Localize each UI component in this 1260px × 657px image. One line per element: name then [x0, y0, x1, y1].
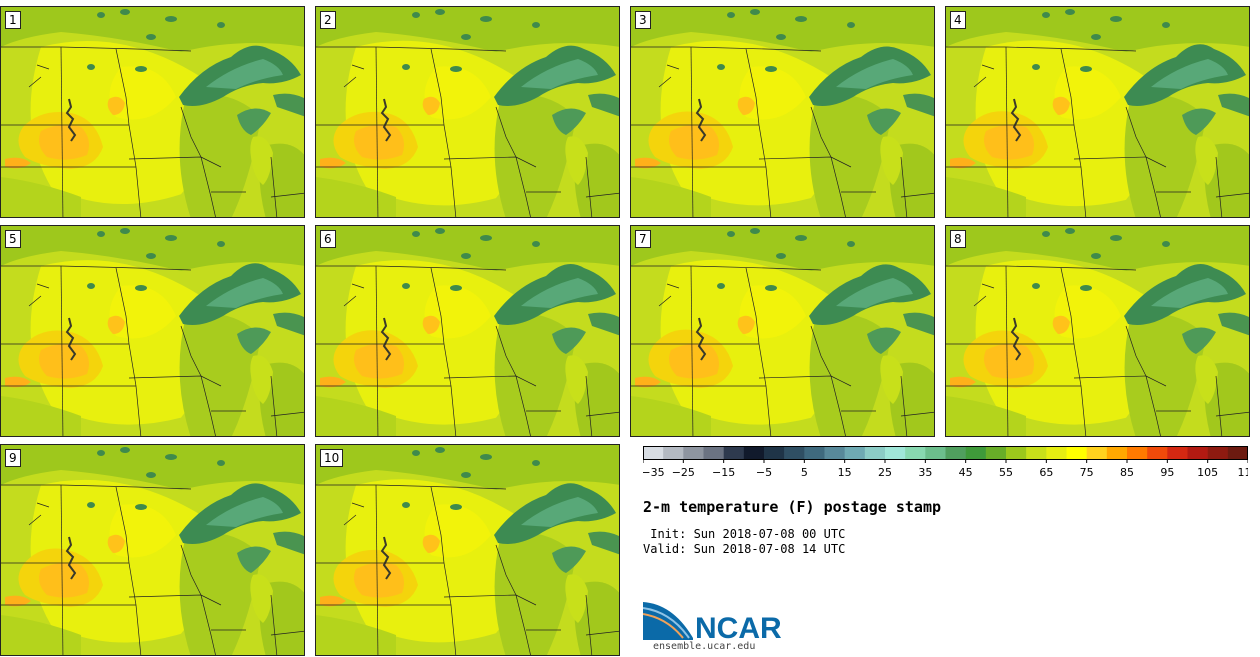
- temperature-map: [316, 445, 619, 655]
- colorbar-tick-label: 35: [918, 466, 932, 479]
- colorbar-swatch: [864, 446, 886, 460]
- map-panel-10: 10: [315, 444, 620, 656]
- map-panel-1: 1: [0, 6, 305, 218]
- temperature-map: [1, 7, 304, 217]
- map-panel-4: 4: [945, 6, 1250, 218]
- colorbar-swatch: [1066, 446, 1087, 460]
- ncar-logo: NCAR: [643, 602, 782, 645]
- colorbar-tick-label: 45: [959, 466, 973, 479]
- colorbar-swatch: [844, 446, 866, 460]
- temperature-map: [631, 7, 934, 217]
- colorbar-tick-label: 75: [1080, 466, 1094, 479]
- map-panel-7: 7: [630, 225, 935, 437]
- colorbar-tick-label: 15: [838, 466, 852, 479]
- colorbar-tick-label: −35: [643, 466, 665, 479]
- chart-title: 2-m temperature (F) postage stamp: [643, 498, 942, 516]
- ncar-wordmark: NCAR: [695, 612, 782, 645]
- colorbar-swatch: [703, 446, 724, 460]
- colorbar-swatch: [1187, 446, 1208, 460]
- panel-number: 1: [5, 11, 21, 29]
- colorbar-swatch: [1227, 446, 1248, 460]
- temperature-map: [1, 445, 304, 655]
- colorbar-swatch: [905, 446, 926, 460]
- colorbar-tick-label: 95: [1160, 466, 1174, 479]
- colorbar-swatch: [764, 446, 785, 460]
- colorbar-swatch: [743, 446, 765, 460]
- colorbar-swatch: [784, 446, 805, 460]
- colorbar-swatch: [1106, 446, 1128, 460]
- temperature-map: [631, 226, 934, 436]
- temperature-map: [946, 226, 1249, 436]
- panel-number: 10: [320, 449, 344, 467]
- map-panel-5: 5: [0, 225, 305, 437]
- panel-number: 4: [950, 11, 966, 29]
- colorbar-tick-label: −25: [672, 466, 695, 479]
- map-panel-8: 8: [945, 225, 1250, 437]
- panel-number: 8: [950, 230, 966, 248]
- init-time: Init: Sun 2018-07-08 00 UTC: [643, 527, 846, 541]
- colorbar-tick-label: −5: [756, 466, 772, 479]
- temperature-map: [316, 7, 619, 217]
- colorbar-swatch: [723, 446, 745, 460]
- colorbar-swatch: [1207, 446, 1229, 460]
- colorbar-swatch: [1026, 446, 1047, 460]
- colorbar-swatch: [985, 446, 1007, 460]
- temperature-map: [946, 7, 1249, 217]
- colorbar-swatch: [663, 446, 684, 460]
- panel-number: 3: [635, 11, 651, 29]
- map-panel-9: 9: [0, 444, 305, 656]
- colorbar-swatch: [965, 446, 987, 460]
- colorbar-swatch: [824, 446, 845, 460]
- colorbar-tick-label: 25: [878, 466, 892, 479]
- colorbar-swatch: [1127, 446, 1148, 460]
- colorbar-swatch: [925, 446, 946, 460]
- panel-number: 2: [320, 11, 336, 29]
- panel-number: 5: [5, 230, 21, 248]
- colorbar-tick-label: 105: [1197, 466, 1218, 479]
- panel-number: 7: [635, 230, 651, 248]
- colorbar-swatch: [1167, 446, 1188, 460]
- ensemble-url: ensemble.ucar.edu: [653, 641, 756, 652]
- valid-time: Valid: Sun 2018-07-08 14 UTC: [643, 542, 846, 556]
- panel-number: 9: [5, 449, 21, 467]
- map-panel-6: 6: [315, 225, 620, 437]
- colorbar-swatch: [1147, 446, 1168, 460]
- colorbar-swatch: [885, 446, 906, 460]
- map-panel-2: 2: [315, 6, 620, 218]
- colorbar-tick-label: 115: [1238, 466, 1249, 479]
- colorbar-tick-label: −15: [712, 466, 735, 479]
- colorbar-swatch: [1046, 446, 1067, 460]
- temperature-map: [1, 226, 304, 436]
- colorbar-swatch: [1086, 446, 1108, 460]
- colorbar-swatch: [683, 446, 704, 460]
- colorbar-tick-label: 5: [801, 466, 808, 479]
- colorbar-swatch: [945, 446, 966, 460]
- temperature-map: [316, 226, 619, 436]
- colorbar-swatch: [1006, 446, 1027, 460]
- colorbar-swatch: [643, 446, 664, 460]
- colorbar-tick-label: 55: [999, 466, 1013, 479]
- panel-number: 6: [320, 230, 336, 248]
- map-panel-3: 3: [630, 6, 935, 218]
- colorbar-tick-label: 65: [1039, 466, 1053, 479]
- temperature-colorbar: −35 −25 −15 −5 5 15 25 35 45 55 65 75 85 95 105 115: [643, 446, 1249, 479]
- colorbar-tick-label: 85: [1120, 466, 1134, 479]
- colorbar-swatch: [804, 446, 825, 460]
